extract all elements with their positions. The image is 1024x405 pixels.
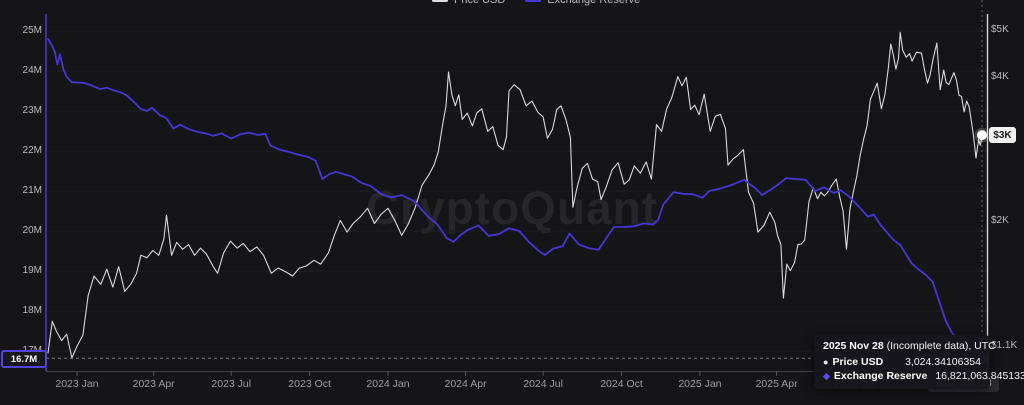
right-axis-tick-label: $5K: [991, 24, 1009, 36]
left-axis-tick-label: 20M: [22, 225, 42, 236]
legend-item-price[interactable]: Price USD: [432, 0, 505, 9]
tooltip-date-bold: 2025 Nov 28: [823, 340, 884, 352]
tooltip-date: 2025 Nov 28 (Incomplete data), UTC: [823, 340, 996, 352]
tooltip-reserve-value: 16,821,063.84513377: [935, 370, 1024, 382]
price-end-marker-icon: [977, 130, 987, 141]
price-bullet-icon: ●: [823, 357, 829, 367]
x-axis-tick-label: 2025 Jan: [678, 378, 722, 390]
left-axis-tick-label: 23M: [22, 105, 42, 116]
left-axis-tick-label: 25M: [22, 25, 42, 36]
tooltip-price-value: 3,024.34106354: [905, 356, 981, 368]
x-axis-tick-label: 2023 Oct: [288, 378, 331, 390]
left-axis-tick-label: 19M: [22, 265, 42, 276]
tooltip-price-label: Price USD: [832, 356, 884, 368]
x-axis-tick-label: 2024 Apr: [444, 378, 487, 390]
right-axis-tick-label: $4K: [991, 70, 1009, 82]
reserve-line-swatch-icon: [525, 0, 542, 2]
x-axis-tick-label: 2023 Apr: [132, 378, 175, 390]
reserve-current-value-badge: 16.7M: [1, 350, 47, 369]
left-axis-tick-label: 21M: [22, 185, 42, 196]
reserve-diamond-icon: ◆: [823, 371, 830, 381]
right-axis-tick-label: $1.1K: [991, 340, 1018, 352]
x-axis-tick-label: 2023 Jul: [211, 378, 252, 390]
tooltip-date-rest: (Incomplete data), UTC: [883, 340, 996, 352]
price-line-swatch-icon: [432, 0, 448, 2]
x-axis-tick-label: 2023 Jan: [55, 378, 99, 390]
legend-item-reserve[interactable]: Exchange Reserve: [525, 0, 640, 9]
legend-label-reserve: Exchange Reserve: [547, 0, 641, 6]
left-axis-tick-label: 18M: [22, 305, 42, 316]
chart-tooltip: 2025 Nov 28 (Incomplete data), UTC ● Pric…: [814, 335, 1024, 389]
x-axis-tick-label: 2025 Apr: [755, 378, 798, 390]
chart-legend: Price USD Exchange Reserve: [432, 0, 640, 9]
left-axis-tick-label: 22M: [22, 145, 42, 156]
tooltip-reserve-row: ◆Exchange Reserve 16,821,063.84513377: [823, 369, 1024, 383]
x-axis-tick-label: 2024 Jul: [523, 378, 563, 390]
x-axis-tick-label: 2024 Oct: [600, 378, 643, 390]
price-current-value-badge: $3K: [989, 127, 1016, 144]
tooltip-reserve-label: Exchange Reserve: [833, 370, 928, 382]
right-axis-tick-label: $2K: [991, 215, 1009, 227]
tooltip-price-row: ● Price USD 3,024.34106354: [823, 355, 981, 369]
x-axis-tick-label: 2024 Jan: [366, 378, 410, 390]
legend-label-price: Price USD: [454, 0, 506, 6]
left-axis-tick-label: 24M: [22, 65, 42, 76]
